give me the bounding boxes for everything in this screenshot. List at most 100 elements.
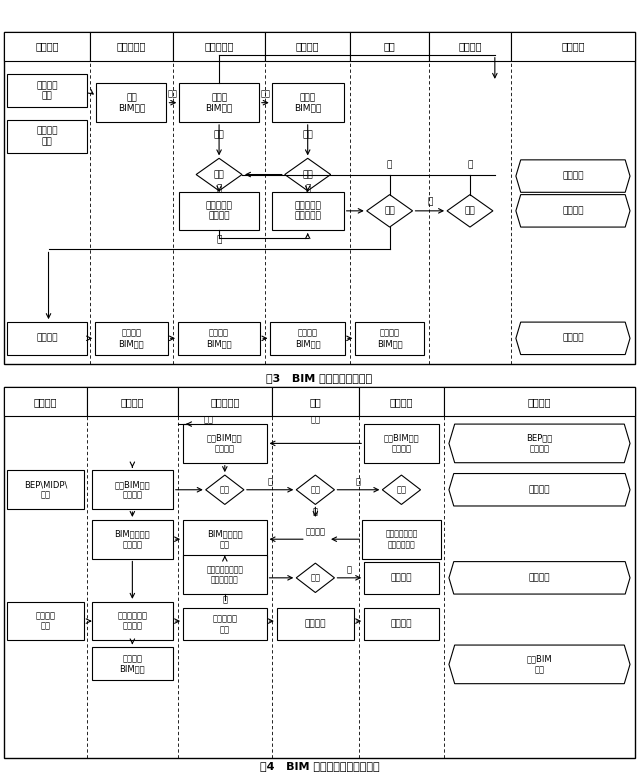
FancyBboxPatch shape [96, 84, 167, 122]
FancyBboxPatch shape [7, 602, 84, 640]
Text: 移交: 移交 [260, 89, 270, 98]
Text: BIM深化模型
施工方案: BIM深化模型 施工方案 [114, 529, 150, 549]
Text: 是: 是 [222, 596, 227, 604]
FancyBboxPatch shape [87, 387, 178, 416]
Text: 变更资料
清单: 变更资料 清单 [36, 127, 58, 146]
Text: 施工总承包: 施工总承包 [210, 397, 240, 406]
Text: 是: 是 [356, 478, 361, 487]
Text: 施工图
BIM模型: 施工图 BIM模型 [206, 93, 233, 112]
FancyBboxPatch shape [4, 32, 90, 61]
Text: 移交深化
BIM模型: 移交深化 BIM模型 [119, 329, 144, 348]
FancyBboxPatch shape [4, 387, 635, 758]
Text: 否: 否 [387, 161, 392, 170]
Polygon shape [447, 194, 493, 227]
FancyBboxPatch shape [179, 84, 259, 122]
FancyBboxPatch shape [362, 520, 441, 559]
Text: 专业BIM模型
应用细化: 专业BIM模型 应用细化 [114, 480, 150, 499]
Text: 审核: 审核 [302, 170, 313, 179]
FancyBboxPatch shape [272, 84, 344, 122]
Text: 核查: 核查 [465, 207, 475, 215]
Text: 是: 是 [305, 184, 311, 193]
Text: 审核意见: 审核意见 [562, 172, 583, 180]
Text: 核查: 核查 [396, 485, 406, 495]
Polygon shape [382, 475, 420, 505]
Text: 各专业
BIM模型: 各专业 BIM模型 [294, 93, 321, 112]
Text: BIM模型应用
方案: BIM模型应用 方案 [207, 529, 243, 549]
FancyBboxPatch shape [7, 322, 87, 354]
PathPatch shape [516, 194, 630, 227]
Text: 过程管理
资料: 过程管理 资料 [35, 611, 56, 631]
Text: 审核意见: 审核意见 [528, 574, 550, 582]
Text: 审核意见: 审核意见 [562, 207, 583, 215]
FancyBboxPatch shape [355, 322, 424, 354]
FancyBboxPatch shape [364, 562, 439, 594]
Text: 竣工BIM
模型: 竣工BIM 模型 [527, 655, 552, 674]
FancyBboxPatch shape [272, 191, 344, 230]
PathPatch shape [516, 322, 630, 354]
Text: 是: 是 [217, 184, 222, 193]
Text: 提交竣工
BIM模型: 提交竣工 BIM模型 [119, 654, 145, 673]
Text: 流程输入: 流程输入 [34, 397, 57, 406]
Text: 是: 是 [313, 508, 318, 517]
FancyBboxPatch shape [429, 32, 511, 61]
Text: 流程输出: 流程输出 [561, 41, 585, 51]
FancyBboxPatch shape [92, 520, 173, 559]
FancyBboxPatch shape [7, 120, 87, 153]
Polygon shape [196, 159, 242, 190]
FancyBboxPatch shape [183, 520, 266, 559]
PathPatch shape [516, 160, 630, 192]
FancyBboxPatch shape [350, 32, 429, 61]
Polygon shape [206, 475, 244, 505]
Text: 移交深化
BIM模型: 移交深化 BIM模型 [206, 329, 232, 348]
Text: 各专业深化
模型及文件: 各专业深化 模型及文件 [295, 201, 321, 221]
Text: 各专业及劳务
班组交底: 各专业及劳务 班组交底 [118, 611, 148, 631]
Text: 图4   BIM 管理模型应用执行流程: 图4 BIM 管理模型应用执行流程 [259, 761, 380, 771]
PathPatch shape [449, 645, 630, 683]
FancyBboxPatch shape [359, 387, 444, 416]
Text: 建设单位: 建设单位 [458, 41, 482, 51]
Text: BEP实施
分解策划: BEP实施 分解策划 [527, 433, 553, 453]
FancyBboxPatch shape [364, 608, 439, 640]
Text: 制作模拟动画三维
模型、图片等: 制作模拟动画三维 模型、图片等 [206, 565, 243, 584]
FancyBboxPatch shape [444, 387, 635, 416]
Text: 审核: 审核 [311, 485, 320, 495]
Text: 专业分包: 专业分包 [296, 41, 320, 51]
Text: 移交: 移交 [168, 89, 178, 98]
Text: 需求调整: 需求调整 [305, 527, 325, 536]
Text: 深化: 深化 [213, 131, 224, 139]
FancyBboxPatch shape [183, 608, 266, 640]
Text: 项目BIM模型
应用策划: 项目BIM模型 应用策划 [383, 433, 419, 453]
Text: 参与验收: 参与验收 [390, 620, 412, 628]
Text: 设计确认: 设计确认 [36, 334, 58, 343]
Text: 施工总承包: 施工总承包 [204, 41, 234, 51]
Text: 建设单位: 建设单位 [390, 397, 413, 406]
Text: 设计
BIM模型: 设计 BIM模型 [118, 93, 145, 112]
PathPatch shape [449, 474, 630, 506]
Text: 流程输出: 流程输出 [528, 397, 551, 406]
FancyBboxPatch shape [4, 32, 635, 364]
FancyBboxPatch shape [265, 32, 350, 61]
Polygon shape [296, 563, 334, 593]
FancyBboxPatch shape [272, 387, 359, 416]
Text: 交底: 交底 [311, 416, 320, 425]
Text: 审核意见: 审核意见 [528, 485, 550, 495]
FancyBboxPatch shape [7, 471, 84, 509]
Text: 施工BIM模型
应用深化: 施工BIM模型 应用深化 [207, 433, 243, 453]
Text: 监理: 监理 [384, 41, 396, 51]
Polygon shape [367, 194, 413, 227]
FancyBboxPatch shape [277, 608, 354, 640]
FancyBboxPatch shape [179, 191, 259, 230]
FancyBboxPatch shape [95, 322, 168, 354]
Text: 审核: 审核 [384, 207, 395, 215]
FancyBboxPatch shape [178, 322, 260, 354]
Polygon shape [296, 475, 334, 505]
FancyBboxPatch shape [92, 602, 173, 640]
Polygon shape [285, 159, 330, 190]
FancyBboxPatch shape [92, 471, 173, 509]
Text: 审核: 审核 [213, 170, 224, 179]
FancyBboxPatch shape [511, 32, 635, 61]
FancyBboxPatch shape [90, 32, 173, 61]
Text: 进度、质量、成
本等管理要素: 进度、质量、成 本等管理要素 [385, 529, 418, 549]
Text: 否: 否 [467, 161, 473, 170]
Text: 图3   BIM 管理模型建立流程: 图3 BIM 管理模型建立流程 [266, 373, 373, 382]
